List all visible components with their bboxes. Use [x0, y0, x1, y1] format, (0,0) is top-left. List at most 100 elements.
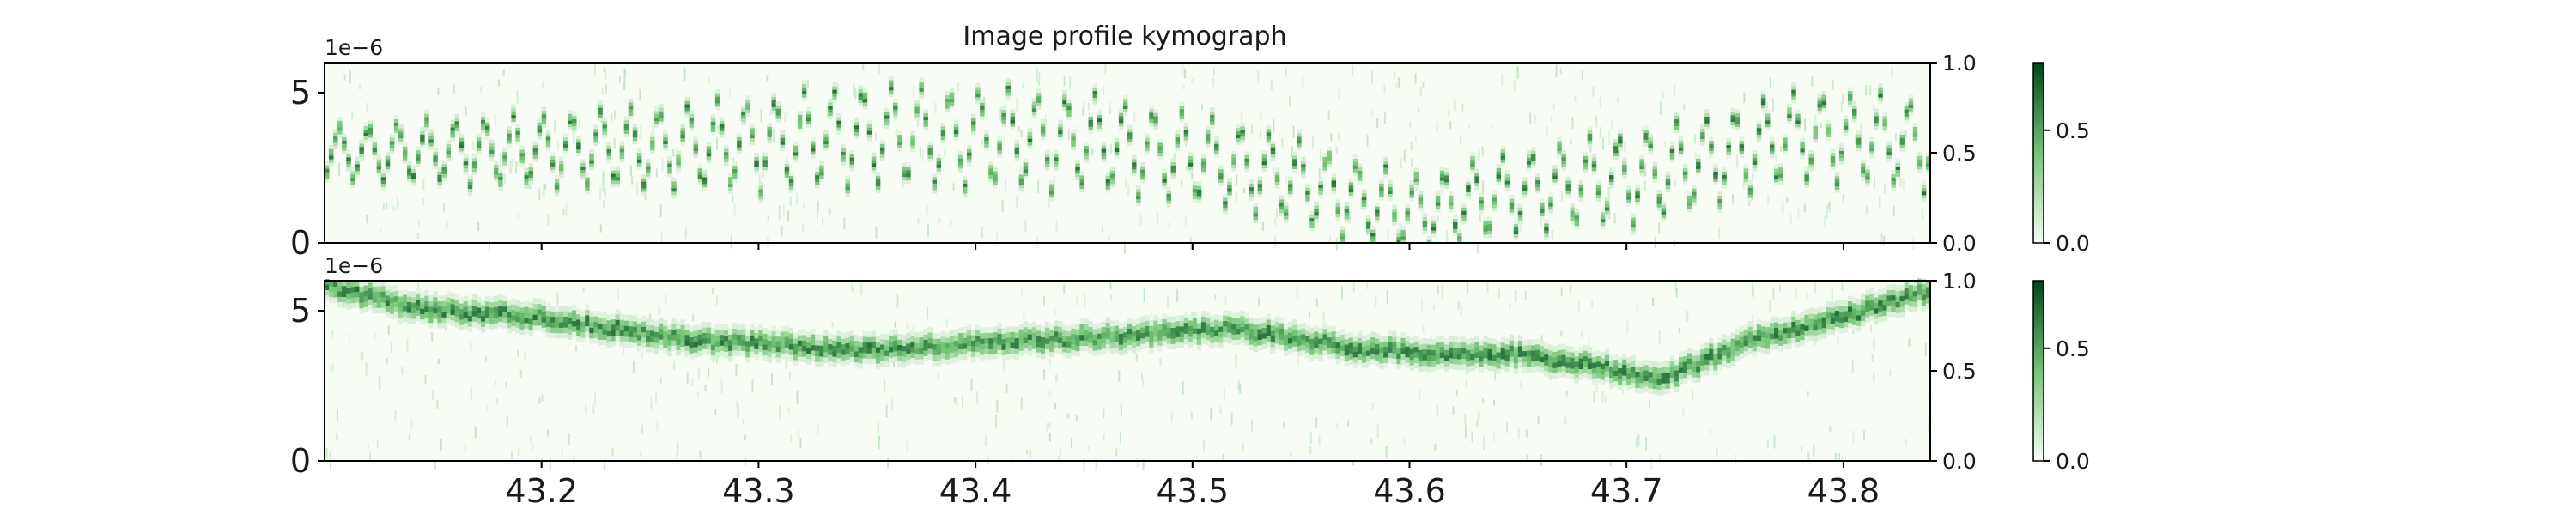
kymograph-top-cell — [1305, 187, 1310, 191]
kymograph-top-speckle — [512, 158, 513, 167]
kymograph-top-speckle — [732, 194, 734, 203]
kymograph-top-cell — [897, 141, 902, 145]
kymograph-top-cell — [1544, 233, 1549, 238]
kymograph-top-cell — [480, 118, 486, 124]
kymograph-bottom-cell — [441, 322, 447, 329]
kymograph-top-cell — [1200, 167, 1206, 173]
kymograph-top-cell — [1895, 159, 1901, 164]
kymograph-top-cell — [524, 181, 529, 185]
kymograph-bottom-cell — [971, 356, 976, 363]
kymograph-bottom-cell — [1361, 362, 1367, 368]
kymograph-top-cell — [1891, 186, 1896, 191]
kymograph-top-cell — [1574, 211, 1580, 216]
kymograph-bottom-cell — [1609, 377, 1614, 384]
kymograph-bottom-cell — [1492, 338, 1497, 345]
kymograph-bottom-cell — [1388, 336, 1393, 342]
kymograph-bottom-cell — [376, 291, 382, 298]
kymograph-top-cell — [1826, 133, 1832, 138]
kymograph-top-cell — [1418, 197, 1424, 202]
kymograph-top-speckle — [878, 64, 880, 75]
kymograph-top-cell — [467, 174, 473, 179]
kymograph-bottom-cell — [732, 333, 738, 340]
kymograph-top-cell — [689, 113, 694, 118]
kymograph-top-cell — [771, 96, 777, 100]
kymograph-bottom-cell — [1054, 347, 1059, 354]
kymograph-top-cell — [355, 160, 360, 165]
kymograph-bottom-cell — [1188, 320, 1194, 326]
kymograph-bottom-cell — [1292, 341, 1297, 347]
kymograph-top-cell — [1040, 119, 1046, 124]
kymograph-top-cell — [1170, 161, 1176, 166]
kymograph-top-cell — [1223, 210, 1228, 215]
kymograph-top-cell — [1223, 207, 1228, 212]
kymograph-top-cell — [1874, 108, 1879, 113]
kymograph-bottom-cell — [771, 325, 777, 332]
kymograph-top-cell — [663, 133, 668, 138]
kymograph-bottom-cell — [1218, 320, 1224, 327]
kymograph-top-speckle — [1001, 200, 1004, 212]
kymograph-bottom-cell — [346, 282, 351, 288]
kymograph-top-cell — [1236, 130, 1241, 135]
kymograph-bottom-cell — [562, 332, 568, 339]
kymograph-top-cell — [1449, 201, 1454, 206]
kymograph-top-cell — [811, 150, 816, 155]
kymograph-bottom-cell — [1054, 330, 1059, 337]
kymograph-top-cell — [1639, 154, 1644, 160]
kymograph-bottom-cell — [359, 281, 364, 288]
kymograph-bottom-cell — [1540, 351, 1545, 357]
kymograph-bottom-cell — [1297, 340, 1302, 347]
kymograph-bottom-cell — [1544, 354, 1549, 360]
kymograph-top-cell — [446, 153, 451, 158]
kymograph-bottom-speckle — [1283, 421, 1285, 428]
kymograph-bottom-cell — [416, 299, 421, 306]
kymograph-bottom-cell — [1044, 332, 1050, 339]
kymograph-top-cell — [467, 185, 473, 189]
kymograph-top-cell — [1874, 115, 1879, 120]
kymograph-bottom-speckle — [1434, 443, 1437, 451]
kymograph-bottom-cell — [1656, 373, 1662, 379]
kymograph-top-cell — [997, 136, 1002, 141]
kymograph-top-cell — [1453, 225, 1458, 229]
kymograph-top-cell — [1626, 195, 1631, 200]
kymograph-bottom-cell — [1504, 354, 1510, 361]
kymograph-bottom-cell — [1066, 336, 1072, 342]
kymograph-bottom-cell — [502, 295, 507, 302]
kymograph-bottom-cell — [1365, 355, 1371, 362]
kymograph-top-cell — [828, 115, 833, 120]
kymograph-top-speckle — [1082, 107, 1084, 117]
kymograph-top-cell — [906, 169, 911, 174]
kymograph-top-cell — [1557, 150, 1562, 155]
kymograph-bottom-speckle — [1580, 331, 1583, 338]
kymograph-top-cell — [988, 171, 993, 176]
kymograph-top-cell — [1166, 196, 1171, 201]
kymograph-top-cell — [1492, 200, 1497, 205]
kymograph-bottom-cell — [1101, 326, 1107, 333]
kymograph-bottom-cell — [558, 332, 564, 339]
kymograph-top-cell — [337, 123, 343, 128]
kymograph-bottom-cell — [407, 290, 412, 297]
kymograph-top-cell — [953, 133, 959, 137]
kymograph-top-cell — [1899, 147, 1905, 152]
kymograph-bottom-cell — [1535, 354, 1540, 361]
kymograph-top-cell — [424, 119, 429, 124]
kymograph-bottom-cell — [467, 299, 473, 306]
kymograph-top-cell — [1166, 186, 1171, 191]
kymograph-top-cell — [667, 162, 672, 167]
kymograph-top-cell — [1830, 148, 1836, 154]
kymograph-bottom-cell — [463, 323, 469, 329]
kymograph-top-cell — [498, 185, 503, 191]
kymograph-top-speckle — [547, 214, 550, 226]
kymograph-bottom-cell — [1153, 314, 1158, 321]
kymograph-top-cell — [927, 148, 933, 152]
kymograph-top-cell — [1388, 183, 1393, 188]
kymograph-top-cell — [919, 84, 924, 88]
kymograph-bottom-cell — [593, 337, 598, 344]
kymograph-top-cell — [1183, 136, 1189, 141]
kymograph-bottom-cell — [437, 306, 442, 312]
kymograph-bottom-speckle — [970, 378, 973, 391]
kymograph-bottom-cell — [741, 339, 746, 346]
kymograph-bottom-cell — [1513, 352, 1519, 358]
kymograph-bottom-cell — [342, 285, 347, 292]
kymograph-top-cell — [1218, 165, 1224, 170]
kymograph-top-cell — [437, 184, 442, 189]
